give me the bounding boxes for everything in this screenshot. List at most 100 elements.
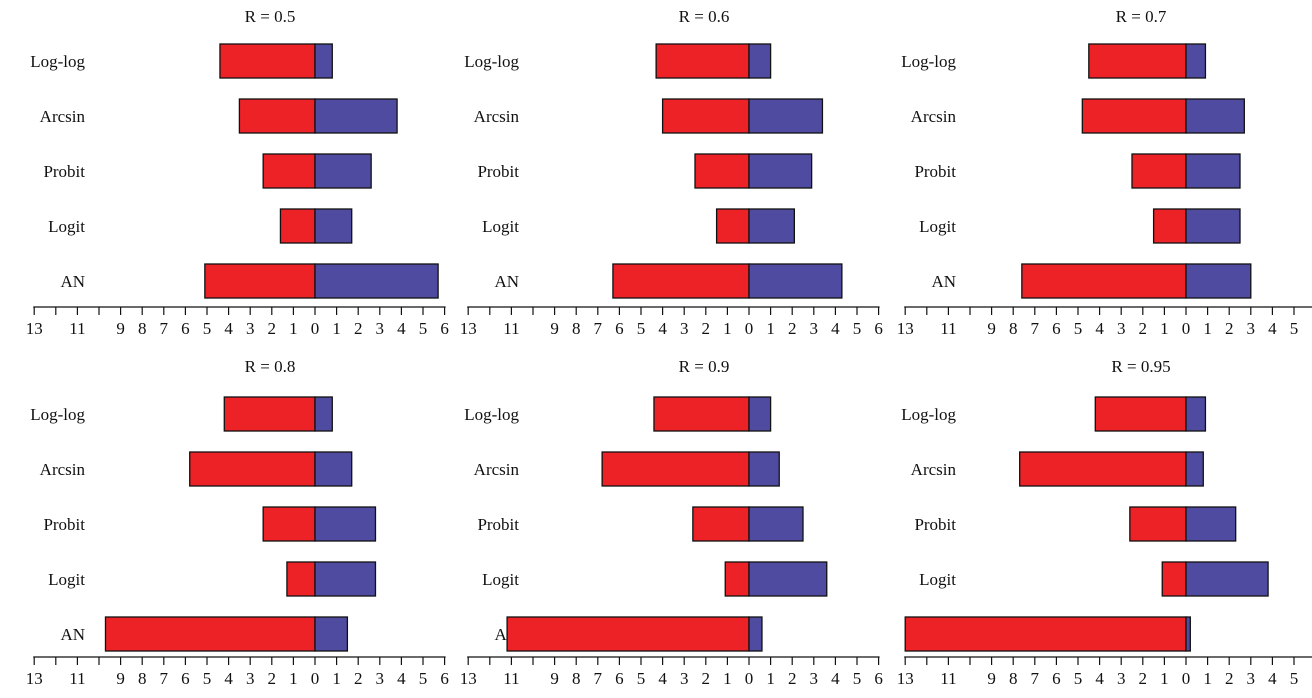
bar-negative xyxy=(1161,561,1187,597)
chart-panel: R = 0.9Log-logArcsinProbitLogitAN1311987… xyxy=(460,357,883,688)
category-label: Log-log xyxy=(30,52,85,71)
category-label: Probit xyxy=(477,162,519,181)
x-tick-label: 6 xyxy=(181,319,190,338)
category-label: Log-log xyxy=(901,405,956,424)
x-tick-label: 1 xyxy=(1160,669,1169,688)
x-tick-label: 4 xyxy=(658,669,667,688)
x-tick-label: 1 xyxy=(1203,319,1212,338)
bar-negative xyxy=(1088,43,1187,79)
x-tick-label: 11 xyxy=(69,319,85,338)
x-tick-label: 0 xyxy=(745,669,754,688)
chart-title: R = 0.9 xyxy=(679,357,730,376)
x-tick-label: 1 xyxy=(766,319,775,338)
x-tick-label: 8 xyxy=(572,319,581,338)
x-tick-label: 5 xyxy=(1074,669,1083,688)
bar-positive xyxy=(748,263,843,299)
x-tick-label: 13 xyxy=(26,669,43,688)
x-tick-label: 0 xyxy=(311,669,320,688)
x-tick-label: 7 xyxy=(1031,669,1040,688)
x-tick-label: 2 xyxy=(1139,319,1148,338)
category-label: Probit xyxy=(914,515,956,534)
bar-negative xyxy=(1094,396,1187,432)
x-tick-label: 8 xyxy=(138,669,147,688)
category-label: Logit xyxy=(482,217,519,236)
x-tick-label: 8 xyxy=(572,669,581,688)
x-tick-label: 3 xyxy=(246,319,255,338)
x-tick-label: 2 xyxy=(1225,669,1234,688)
bar-positive xyxy=(1185,506,1237,542)
bar-positive xyxy=(314,561,377,597)
x-tick-label: 5 xyxy=(853,319,862,338)
x-tick-label: 2 xyxy=(354,319,363,338)
bar-positive xyxy=(314,263,439,299)
bar-positive xyxy=(748,153,813,189)
bar-positive xyxy=(314,396,333,432)
x-tick-label: 3 xyxy=(1117,669,1126,688)
bar-positive xyxy=(314,153,372,189)
bar-positive xyxy=(748,396,772,432)
bar-positive xyxy=(1185,561,1269,597)
x-tick-label: 2 xyxy=(788,319,797,338)
category-label: Logit xyxy=(482,570,519,589)
x-tick-label: 8 xyxy=(1009,319,1018,338)
x-tick-label: 11 xyxy=(503,669,519,688)
x-tick-label: 4 xyxy=(831,319,840,338)
bar-positive xyxy=(1185,153,1241,189)
x-tick-label: 0 xyxy=(1182,669,1191,688)
bar-negative xyxy=(1019,451,1187,487)
bar-negative xyxy=(715,208,750,244)
bar-negative xyxy=(104,616,316,652)
bar-negative xyxy=(1081,98,1187,134)
x-tick-label: 3 xyxy=(1117,319,1126,338)
x-tick-label: 9 xyxy=(550,669,559,688)
x-tick-label: 3 xyxy=(680,669,689,688)
bar-negative xyxy=(286,561,316,597)
bar-positive xyxy=(1185,263,1252,299)
x-tick-label: 3 xyxy=(810,319,819,338)
x-tick-label: 2 xyxy=(354,669,363,688)
chart-panel: R = 0.95Log-logArcsinProbitLogitAN131198… xyxy=(897,357,1312,688)
x-tick-label: 0 xyxy=(745,319,754,338)
category-label: Log-log xyxy=(901,52,956,71)
bar-positive xyxy=(748,506,804,542)
x-tick-label: 7 xyxy=(594,669,603,688)
bar-positive xyxy=(1185,208,1241,244)
bar-positive xyxy=(748,451,780,487)
bar-positive xyxy=(1185,98,1245,134)
x-tick-label: 6 xyxy=(440,669,449,688)
bar-negative xyxy=(655,43,750,79)
bar-positive xyxy=(1185,616,1191,652)
bar-negative xyxy=(724,561,750,597)
x-tick-label: 2 xyxy=(268,669,277,688)
bar-positive xyxy=(1185,396,1207,432)
category-label: Log-log xyxy=(30,405,85,424)
category-label: Log-log xyxy=(464,52,519,71)
category-label: Arcsin xyxy=(40,460,86,479)
x-tick-label: 2 xyxy=(702,319,711,338)
x-tick-label: 9 xyxy=(116,319,125,338)
bar-negative xyxy=(189,451,316,487)
x-tick-label: 3 xyxy=(1247,319,1256,338)
x-tick-label: 6 xyxy=(615,669,624,688)
x-tick-label: 3 xyxy=(680,319,689,338)
category-label: Log-log xyxy=(464,405,519,424)
category-label: Logit xyxy=(919,217,956,236)
x-tick-label: 11 xyxy=(503,319,519,338)
bar-negative xyxy=(904,616,1187,652)
category-label: Arcsin xyxy=(474,460,520,479)
category-label: Arcsin xyxy=(40,107,86,126)
bar-negative xyxy=(262,153,316,189)
x-tick-label: 2 xyxy=(268,319,277,338)
category-label: AN xyxy=(494,272,519,291)
x-tick-label: 4 xyxy=(831,669,840,688)
x-tick-label: 7 xyxy=(594,319,603,338)
x-tick-label: 5 xyxy=(1290,669,1299,688)
chart-title: R = 0.8 xyxy=(245,357,296,376)
x-tick-label: 4 xyxy=(1095,319,1104,338)
category-label: Arcsin xyxy=(911,460,957,479)
x-tick-label: 1 xyxy=(332,669,341,688)
x-tick-label: 7 xyxy=(160,319,169,338)
